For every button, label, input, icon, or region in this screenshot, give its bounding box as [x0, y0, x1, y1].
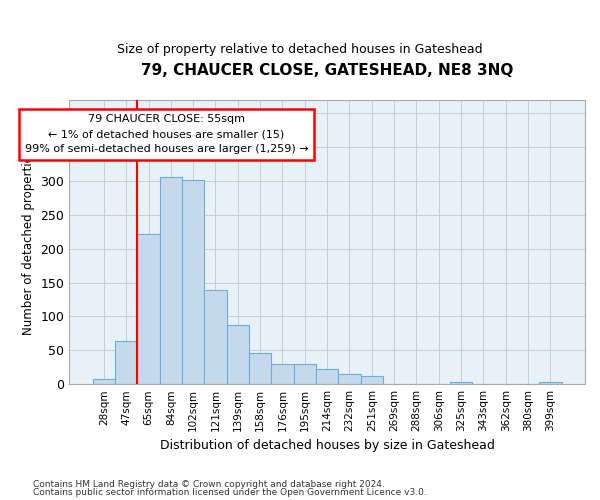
Bar: [115, 342, 137, 384]
Bar: [227, 324, 249, 384]
Bar: [316, 370, 338, 384]
Y-axis label: Number of detached properties: Number of detached properties: [22, 149, 35, 335]
X-axis label: Distribution of detached houses by size in Gateshead: Distribution of detached houses by size …: [160, 440, 494, 452]
Bar: [293, 364, 316, 384]
Text: 79 CHAUCER CLOSE: 55sqm
← 1% of detached houses are smaller (15)
99% of semi-det: 79 CHAUCER CLOSE: 55sqm ← 1% of detached…: [25, 114, 308, 154]
Bar: [92, 379, 115, 384]
Title: 79, CHAUCER CLOSE, GATESHEAD, NE8 3NQ: 79, CHAUCER CLOSE, GATESHEAD, NE8 3NQ: [141, 62, 514, 78]
Bar: [205, 290, 227, 384]
Bar: [182, 180, 205, 384]
Bar: [271, 364, 293, 384]
Bar: [137, 234, 160, 384]
Bar: [249, 353, 271, 384]
Bar: [160, 178, 182, 384]
Text: Contains HM Land Registry data © Crown copyright and database right 2024.: Contains HM Land Registry data © Crown c…: [33, 480, 385, 489]
Text: Size of property relative to detached houses in Gateshead: Size of property relative to detached ho…: [117, 42, 483, 56]
Bar: [338, 374, 361, 384]
Text: Contains public sector information licensed under the Open Government Licence v3: Contains public sector information licen…: [33, 488, 427, 497]
Bar: [450, 382, 472, 384]
Bar: [361, 376, 383, 384]
Bar: [539, 382, 562, 384]
